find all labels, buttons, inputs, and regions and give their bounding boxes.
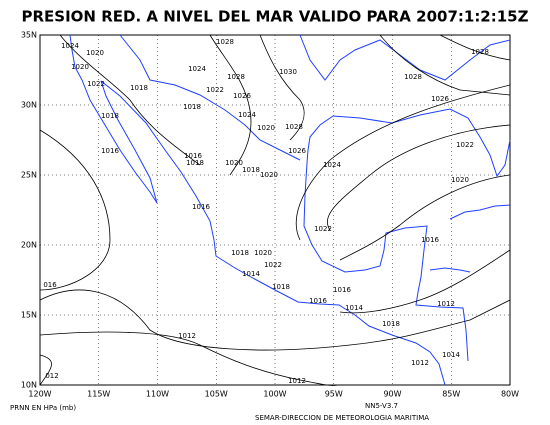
lon-label: 110W [146,390,169,399]
isobar-label: 1028 [404,73,422,81]
isobar-label: 1028 [285,123,303,131]
isobar-label: 1018 [272,283,290,291]
isobar-label: 1014 [345,304,363,312]
isobar-label: 1020 [254,249,272,257]
isobar-label: 1030 [279,68,297,76]
isobar-label: 1012 [411,359,429,367]
isobar-label: 1016 [333,286,351,294]
grid [40,35,510,385]
lon-label: 105W [205,390,228,399]
isobar-label: 1024 [61,42,79,50]
map-title: PRESION RED. A NIVEL DEL MAR VALIDO PARA… [22,8,529,26]
lat-label: 25N [21,171,37,180]
isobar-label: 1022 [456,141,474,149]
lon-label: 100W [263,390,286,399]
units-note: PRNN EN HPa (mb) [10,404,76,412]
isobar-label: 016 [43,281,57,289]
isobar-label: 1020 [260,171,278,179]
isobar-label: 1022 [87,80,105,88]
lon-label: 90W [383,390,401,399]
isobar-label: 1026 [288,147,306,155]
isobar-label: 1018 [183,103,201,111]
isobar-label: 1012 [437,300,455,308]
isobar-label: 1018 [186,159,204,167]
isobar-label: 1018 [101,112,119,120]
isobar-label: 1016 [309,297,327,305]
isobar-label: 1018 [382,320,400,328]
lon-label: 120W [28,390,51,399]
isobar-label: 1026 [431,95,449,103]
isobar-label: 1020 [71,63,89,71]
isobar-label: 1018 [242,166,260,174]
isobars [39,34,511,386]
isobar-label: 1020 [86,49,104,57]
lon-label: 80W [501,390,519,399]
isobar-label: 1016 [184,152,202,160]
isobar-label: 1018 [130,84,148,92]
lat-label: 35N [21,31,37,40]
lat-label: 15N [21,311,37,320]
isobar-label: 1028 [471,48,489,56]
isobar-label: 1014 [442,351,460,359]
isobar-label: 1016 [192,203,210,211]
isobar-label: 1028 [216,38,234,46]
isobar-label: 1022 [264,261,282,269]
lon-label: 115W [87,390,110,399]
isobar-label: 1018 [231,249,249,257]
coastlines [69,34,511,386]
lat-label: 10N [21,381,37,390]
lat-label: 20N [21,241,37,250]
lon-label: 85W [442,390,460,399]
isobar-label: 1026 [233,92,251,100]
isobar-label: 1024 [188,65,206,73]
isobar-label: 012 [45,372,58,380]
lon-label: 95W [325,390,343,399]
lat-label: 30N [21,101,37,110]
isobar-label: 1020 [451,176,469,184]
isobar-label: 1024 [323,161,341,169]
isobar-label: 1024 [238,111,256,119]
isobar-label: 1012 [288,377,306,385]
isobar-label: 1012 [178,332,196,340]
isobar-label: 1022 [314,225,332,233]
isobar-label: 1028 [227,73,245,81]
isobar-label: 1020 [225,159,243,167]
version-note: NN5-V3.7 [365,402,398,410]
isobar-label: 1016 [101,147,119,155]
isobar-label: 1022 [206,86,224,94]
isobar-label: 1014 [242,270,260,278]
isobar-label: 1020 [257,124,275,132]
isobar-label: 1016 [421,236,439,244]
agency-note: SEMAR-DIRECCION DE METEOROLOGIA MARITIMA [255,414,429,422]
